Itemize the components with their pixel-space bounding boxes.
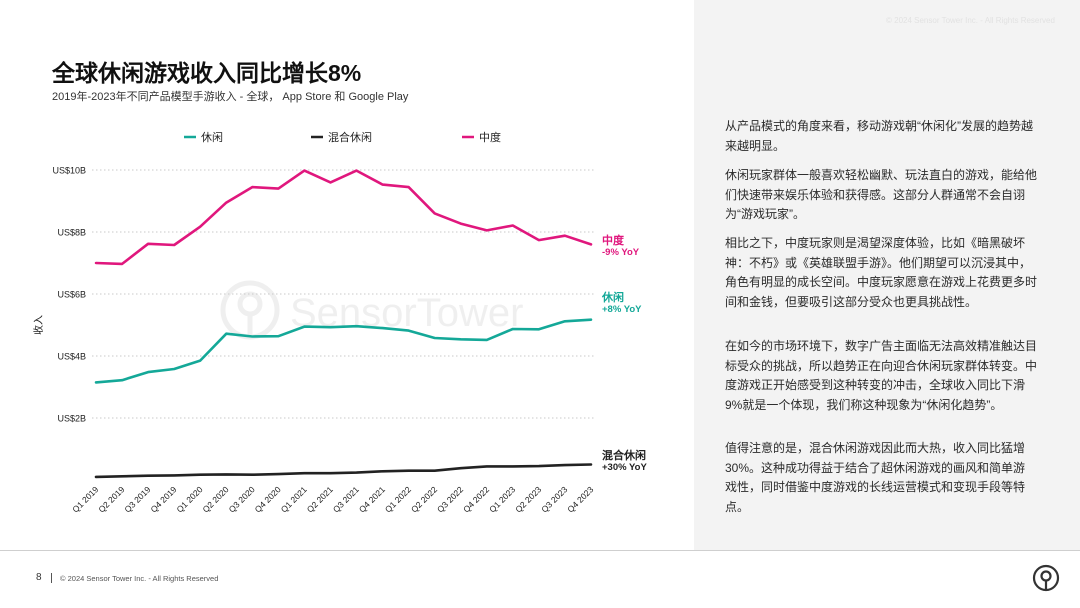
commentary-paragraph-3: 相比之下，中度玩家则是渴望深度体验，比如《暗黑破坏神：不朽》或《英雄联盟手游》。…: [725, 236, 1038, 309]
chart-series: [94, 169, 593, 479]
chart-grid: [92, 169, 596, 419]
header-faint-text: © 2024 Sensor Tower Inc. - All Rights Re…: [886, 16, 1055, 25]
y-tick-label: US$4B: [57, 352, 86, 362]
series-line: [94, 463, 593, 479]
x-tick-label: Q2 2021: [305, 484, 335, 514]
series-end-name: 混合休闲: [602, 448, 646, 462]
y-tick-label: US$2B: [57, 414, 86, 424]
x-tick-label: Q3 2020: [227, 484, 257, 514]
x-tick-label: Q4 2019: [148, 484, 178, 514]
x-tick-label: Q3 2021: [331, 484, 361, 514]
x-tick-label: Q4 2021: [357, 484, 387, 514]
legend-label: 中度: [479, 130, 501, 144]
x-tick-label: Q1 2020: [174, 484, 204, 514]
x-tick-label: Q4 2023: [565, 484, 595, 514]
x-tick-label: Q1 2022: [383, 484, 413, 514]
x-tick-label: Q1 2019: [70, 484, 100, 514]
watermark-text: SensorTower: [290, 291, 523, 335]
x-tick-label: Q1 2023: [487, 484, 517, 514]
commentary-panel: [694, 0, 1080, 550]
sensor-tower-logo-icon: [1032, 564, 1060, 592]
copyright-text: © 2024 Sensor Tower Inc. - All Rights Re…: [60, 574, 219, 583]
page-title: 全球休闲游戏收入同比增长8%: [52, 60, 362, 86]
page-number: 8: [36, 572, 42, 583]
y-tick-label: US$10B: [52, 166, 86, 176]
series-end-labels: 休闲+8% YoY 混合休闲+30% YoY 中度-9% YoY: [601, 233, 647, 473]
x-tick-label: Q2 2022: [409, 484, 439, 514]
x-tick-label: Q4 2020: [253, 484, 283, 514]
x-tick-label: Q2 2020: [201, 484, 231, 514]
y-tick-label: US$8B: [57, 228, 86, 238]
x-tick-label: Q2 2019: [96, 484, 126, 514]
series-end-yoy: +30% YoY: [602, 462, 647, 473]
revenue-line-chart: SensorTower 休闲 混合休闲 中度 US$2BUS$4BUS$6BUS$8…: [32, 130, 647, 514]
page-number-separator: [51, 573, 52, 583]
x-tick-label: Q3 2023: [539, 484, 569, 514]
y-tick-label: US$6B: [57, 290, 86, 300]
series-line: [94, 169, 593, 266]
commentary-paragraph-5: 值得注意的是，混合休闲游戏因此而大热，收入同比猛增30%。这种成功得益于结合了超…: [725, 441, 1026, 514]
sensor-tower-watermark: SensorTower: [220, 280, 523, 340]
commentary-paragraph-2: 休闲玩家群体一般喜欢轻松幽默、玩法直白的游戏，能给他们快速带来娱乐体验和获得感。…: [725, 168, 1038, 221]
chart-legend: 休闲 混合休闲 中度: [184, 130, 501, 144]
x-tick-label: Q4 2022: [461, 484, 491, 514]
series-end-name: 休闲: [601, 290, 624, 304]
legend-label: 混合休闲: [328, 130, 372, 144]
commentary-paragraph-1: 从产品模式的角度来看，移动游戏朝“休闲化”发展的趋势越来越明显。: [725, 119, 1033, 153]
series-line: [94, 318, 593, 384]
series-end-yoy: +8% YoY: [602, 304, 642, 315]
x-tick-label: Q1 2021: [279, 484, 309, 514]
y-axis-label: 收入: [32, 315, 45, 335]
x-tick-label: Q3 2019: [122, 484, 152, 514]
x-tick-label: Q2 2023: [513, 484, 543, 514]
page-subtitle: 2019年-2023年不同产品模型手游收入 - 全球， App Store 和 …: [52, 91, 409, 103]
series-end-name: 中度: [602, 233, 625, 247]
y-axis-ticks: US$2B US$4B US$6B US$8B US$10B: [52, 166, 86, 424]
legend-label: 休闲: [201, 130, 223, 144]
footer-divider: [0, 550, 1080, 551]
series-end-yoy: -9% YoY: [602, 247, 640, 258]
commentary-paragraph-4: 在如今的市场环境下，数字广告主面临无法高效精准触达目标受众的挑战，所以趋势正在向…: [725, 339, 1038, 412]
x-tick-label: Q3 2022: [435, 484, 465, 514]
